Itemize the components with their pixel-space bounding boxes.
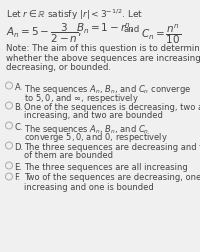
Text: Two of the sequences are decreasing, one is: Two of the sequences are decreasing, one… bbox=[24, 173, 200, 182]
Text: Note: The aim of this question is to determine: Note: The aim of this question is to det… bbox=[6, 44, 200, 53]
Text: The sequences $A_n$, $B_n$, and $C_n$: The sequences $A_n$, $B_n$, and $C_n$ bbox=[24, 122, 150, 135]
Text: E.: E. bbox=[14, 162, 22, 171]
Text: $A_n = 5 - \dfrac{3}{2-n}$,: $A_n = 5 - \dfrac{3}{2-n}$, bbox=[6, 22, 82, 45]
Text: increasing, and two are bounded: increasing, and two are bounded bbox=[24, 111, 163, 120]
Text: to $5, 0$, and $\infty$, respectively: to $5, 0$, and $\infty$, respectively bbox=[24, 91, 139, 104]
Text: The sequences $A_n$, $B_n$, and $C_n$ converge: The sequences $A_n$, $B_n$, and $C_n$ co… bbox=[24, 82, 192, 95]
Text: F.: F. bbox=[14, 173, 21, 182]
Text: increasing and one is bounded: increasing and one is bounded bbox=[24, 182, 154, 191]
Text: whether the above sequences are increasing,: whether the above sequences are increasi… bbox=[6, 53, 200, 62]
Text: The three sequences are decreasing and two: The three sequences are decreasing and t… bbox=[24, 142, 200, 151]
Text: converge $5, 0$, and $0$, respectively: converge $5, 0$, and $0$, respectively bbox=[24, 131, 168, 144]
Text: of them are bounded: of them are bounded bbox=[24, 151, 114, 160]
Text: $C_n = \dfrac{n^n}{10}$: $C_n = \dfrac{n^n}{10}$ bbox=[141, 22, 181, 45]
Text: The three sequences are all increasing: The three sequences are all increasing bbox=[24, 162, 188, 171]
Text: B.: B. bbox=[14, 102, 23, 111]
Text: decreasing, or bounded.: decreasing, or bounded. bbox=[6, 63, 111, 72]
Text: Let $r \in \mathbb{R}$ satisfy $|r| < 3^{-1/2}$. Let: Let $r \in \mathbb{R}$ satisfy $|r| < 3^… bbox=[6, 8, 143, 22]
Text: One of the sequences is decreasing, two are: One of the sequences is decreasing, two … bbox=[24, 102, 200, 111]
Text: $B_n = 1 - r^n$,: $B_n = 1 - r^n$, bbox=[76, 22, 134, 36]
Text: A.: A. bbox=[14, 82, 23, 91]
Text: D.: D. bbox=[14, 142, 24, 151]
Text: and: and bbox=[124, 25, 140, 34]
Text: C.: C. bbox=[14, 122, 23, 131]
